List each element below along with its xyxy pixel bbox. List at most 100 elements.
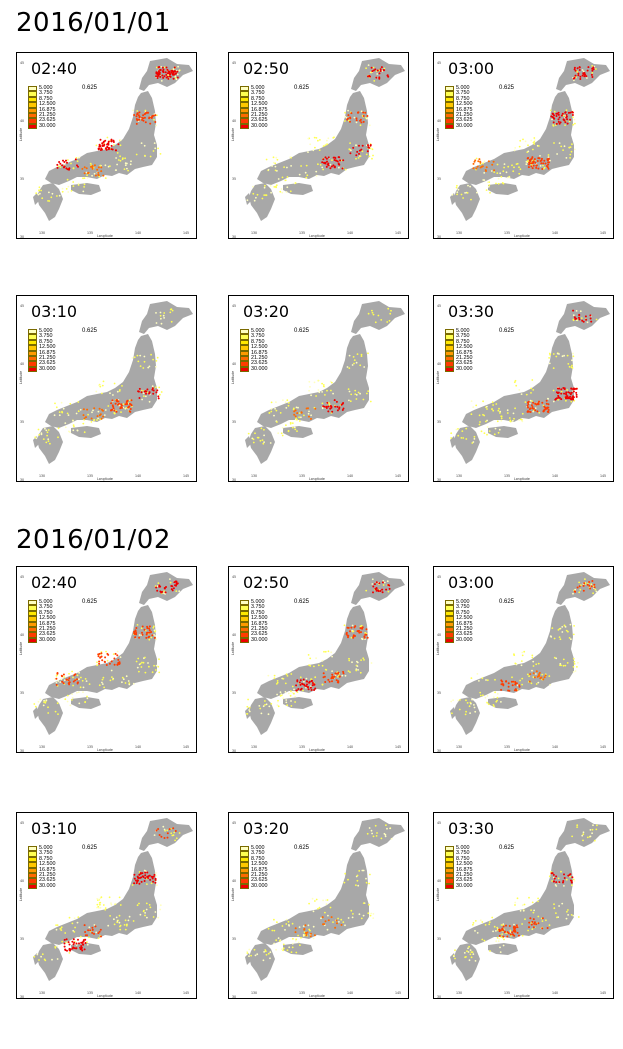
station-point — [171, 834, 174, 837]
station-point — [558, 905, 560, 907]
station-point — [132, 109, 135, 112]
legend-swatch — [240, 345, 249, 351]
legend-swatch — [28, 86, 37, 92]
station-point — [72, 684, 74, 687]
station-point — [158, 671, 161, 674]
map-panel: 03:00 5.000 0.625 3.750 8.750 12.500 16.875 21.… — [433, 52, 614, 239]
hotspot-point-chubu — [327, 164, 330, 167]
station-point — [386, 827, 388, 830]
legend-value: 12.500 — [251, 861, 268, 868]
legend-swatch — [28, 339, 37, 346]
station-point — [553, 142, 555, 144]
land-shape — [71, 426, 101, 438]
hotspot-point-tohoku — [357, 111, 359, 114]
y-tick-label: 40 — [437, 362, 442, 366]
legend-swatch — [445, 872, 454, 879]
legend-swatch — [445, 112, 454, 119]
station-point — [80, 676, 82, 679]
hotspot-point-hokkaido — [170, 71, 173, 74]
station-point — [178, 832, 181, 834]
station-point — [285, 191, 288, 193]
hotspot-point-kanto — [572, 395, 574, 398]
station-point — [46, 434, 48, 437]
station-point — [285, 407, 288, 409]
station-point — [500, 701, 502, 703]
station-point — [93, 172, 96, 175]
hotspot-point-hokkaido — [593, 586, 596, 589]
hotspot-point-chubu — [536, 160, 539, 162]
station-point — [468, 705, 471, 708]
hotspot-point-chubu — [532, 162, 534, 164]
legend-value: 21.250 — [456, 625, 473, 632]
station-point — [75, 944, 78, 946]
land-shape — [37, 183, 63, 221]
hotspot-point-hokkaido — [578, 313, 581, 316]
station-point — [302, 935, 305, 937]
station-point — [46, 431, 49, 434]
station-point — [96, 906, 98, 909]
legend-value: 23.625 — [251, 877, 268, 884]
station-point — [297, 934, 299, 937]
legend-value: 16.875 — [39, 620, 56, 627]
station-point — [365, 589, 368, 592]
hotspot-point-chubu — [531, 406, 534, 408]
hotspot-point-tohoku — [366, 636, 369, 639]
station-point — [512, 419, 514, 422]
x-axis-label: Longitude — [97, 994, 113, 998]
station-point — [166, 829, 169, 832]
station-point — [115, 157, 117, 159]
hotspot-point-chubu — [324, 156, 327, 159]
station-point — [569, 157, 571, 159]
hotspot-point-tohoku — [353, 626, 356, 629]
y-tick-label: 40 — [20, 362, 25, 366]
station-point — [110, 903, 113, 906]
station-point — [359, 364, 362, 367]
hotspot-point-chubu — [335, 400, 338, 403]
hotspot-point-hokkaido — [164, 71, 167, 74]
station-point — [308, 410, 310, 413]
hotspot-point-shikoku — [77, 938, 79, 941]
station-point — [533, 139, 536, 142]
station-point — [310, 394, 312, 397]
station-point — [376, 832, 378, 834]
hotspot-point-chubu — [537, 403, 540, 406]
station-point — [158, 658, 160, 661]
station-point — [56, 195, 58, 197]
station-point — [470, 702, 472, 705]
hotspot-point-hokkaido — [582, 589, 585, 592]
station-point — [596, 824, 598, 827]
station-point — [563, 145, 566, 148]
hotspot-point-shikoku — [80, 947, 83, 950]
station-point — [292, 408, 295, 411]
hotspot-point-kansai — [517, 934, 520, 937]
station-point — [344, 168, 347, 171]
hotspot-point-kansai — [83, 172, 86, 175]
station-point — [107, 924, 110, 927]
hotspot-point-hokkaido — [168, 75, 171, 78]
station-point — [555, 912, 557, 914]
station-point — [78, 671, 80, 674]
x-tick-label: 140 — [347, 231, 354, 235]
station-point — [300, 416, 302, 419]
x-tick-label: 145 — [395, 991, 402, 995]
station-point — [91, 174, 93, 177]
hotspot-point-chubu — [546, 927, 549, 929]
hotspot-point-chubu — [126, 403, 128, 406]
station-point — [524, 140, 527, 143]
hotspot-point-chugoku — [67, 679, 70, 682]
hotspot-point-hokkaido — [586, 69, 589, 72]
hotspot-point-tohoku — [553, 114, 555, 117]
hotspot-point-hokkaido — [157, 66, 160, 69]
land-shape — [351, 818, 405, 851]
station-point — [68, 916, 71, 919]
station-point — [316, 379, 319, 382]
legend-step: 0.625 — [82, 328, 98, 334]
station-point — [113, 923, 116, 926]
station-point — [292, 937, 294, 940]
station-point — [581, 834, 584, 837]
station-point — [480, 430, 483, 433]
station-point — [332, 921, 334, 923]
station-point — [35, 437, 38, 440]
station-point — [57, 680, 60, 682]
station-point — [592, 592, 594, 595]
